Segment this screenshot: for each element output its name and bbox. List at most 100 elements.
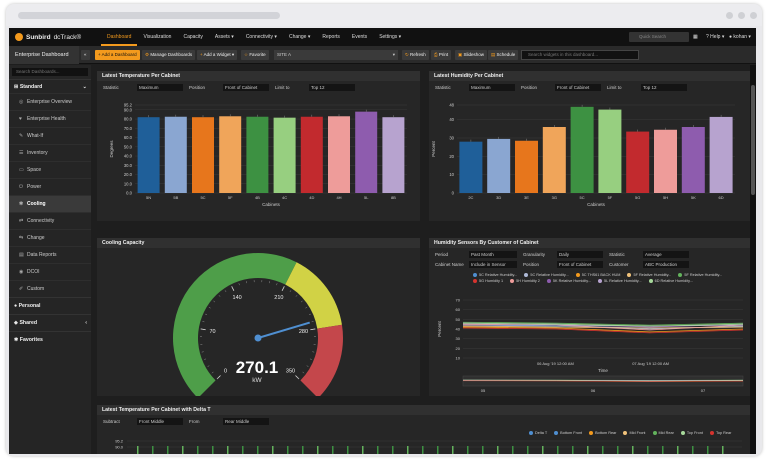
y-tick-label: 10.0	[124, 181, 133, 186]
nav-item-1[interactable]: Visualization	[143, 34, 172, 40]
help-menu[interactable]: ? Help ▾	[706, 28, 724, 46]
sidebar-section-favorites[interactable]: ✱ Favorites	[9, 331, 91, 348]
bar	[182, 446, 184, 454]
nav-item-7[interactable]: Events	[351, 34, 368, 40]
nav-item-3[interactable]: Assets ▾	[214, 34, 234, 40]
bar	[602, 446, 604, 454]
sidebar-item-dcoi[interactable]: ◉ DCOI	[9, 263, 91, 280]
window-dot[interactable]	[738, 12, 745, 19]
gauge-minor-tick	[202, 321, 205, 323]
refresh-button[interactable]: ↻ Refresh	[402, 50, 429, 60]
y-axis-label: Degrees	[109, 140, 114, 158]
legend-item[interactable]: 5F Relative Humidity...	[678, 272, 722, 278]
sidebar-section-personal[interactable]: ● Personal	[9, 297, 91, 314]
add-widget-button[interactable]: + Add a Widget ▾	[197, 50, 238, 60]
scrollbar-thumb[interactable]	[751, 85, 755, 195]
legend-item[interactable]: Bottom Rear	[589, 430, 616, 436]
delta-legend: Delta T Bottom Front Bottom Rear Mid Front M…	[529, 430, 749, 436]
humidity-panel: Latest Humidity Per Cabinet Statistic Ma…	[429, 71, 750, 221]
nav-item-2[interactable]: Capacity	[183, 34, 203, 40]
nav-item-8[interactable]: Settings ▾	[379, 34, 402, 40]
y-tick-label: 70	[456, 298, 461, 303]
window-dot[interactable]	[726, 12, 733, 19]
sidebar-item-label: What-If	[27, 133, 44, 139]
sidebar-item-connectivity[interactable]: ⇄ Connectivity	[9, 212, 91, 229]
print-button[interactable]: ⎙ Print	[431, 50, 452, 60]
dashboard-search-input[interactable]: Search Dashboards...	[12, 68, 88, 76]
favorite-button[interactable]: ☆ Favorite	[241, 50, 269, 60]
sidebar-item-data-reports[interactable]: ▤ Data Reports	[9, 246, 91, 263]
quick-search-input[interactable]: Quick Search	[629, 32, 689, 42]
series-line	[462, 323, 744, 331]
bar	[598, 109, 622, 193]
refresh-icon: ↻	[405, 52, 409, 57]
section-label: Shared	[19, 320, 38, 326]
legend-item[interactable]: Mid Rear	[652, 430, 674, 436]
sidebar-group-standard[interactable]: ⊞ Standard ⌄	[9, 79, 91, 93]
sidebar-item-what-if[interactable]: ✎ What-If	[9, 127, 91, 144]
sidebar-item-icon: ▭	[19, 167, 24, 173]
slideshow-button[interactable]: ▣ Slideshow	[455, 50, 488, 60]
chevron-down-icon: ⌄	[82, 84, 87, 90]
add-dashboard-button[interactable]: + Add a Dashboard	[95, 50, 140, 60]
legend-item[interactable]: Mid Front	[623, 430, 646, 436]
x-tick-label: 5F	[228, 195, 233, 200]
panel-title: Latest Humidity Per Cabinet	[429, 71, 750, 81]
address-bar[interactable]	[18, 12, 280, 19]
nav-item-4[interactable]: Connectivity ▾	[245, 34, 277, 40]
position-label: Position	[189, 85, 206, 90]
manage-dashboards-button[interactable]: ⚙ Manage Dashboards	[142, 50, 196, 60]
user-menu[interactable]: ● kohan ▾	[729, 28, 751, 46]
sidebar-item-space[interactable]: ▭ Space	[9, 161, 91, 178]
nav-item-6[interactable]: Reports	[322, 34, 340, 40]
gauge-minor-tick	[205, 313, 208, 316]
legend-label: Bottom Front	[560, 431, 583, 435]
sidebar-item-power[interactable]: ⏻ Power	[9, 178, 91, 195]
nav-item-5[interactable]: Change ▾	[288, 34, 311, 40]
legend-item[interactable]: 5C Relative Humidity...	[473, 272, 517, 278]
nav-item-0[interactable]: Dashboard	[101, 28, 138, 46]
schedule-button[interactable]: ▤ Schedule	[488, 50, 519, 60]
sidebar-item-inventory[interactable]: ☰ Inventory	[9, 144, 91, 161]
gauge-band	[285, 262, 342, 329]
site-select[interactable]: SITE A ▾	[274, 50, 398, 60]
calendar-icon[interactable]: ▦	[693, 34, 698, 40]
x-tick-label: 4H	[336, 195, 341, 200]
window-dot[interactable]	[750, 12, 757, 19]
sunbird-logo-icon	[15, 33, 23, 41]
legend-swatch	[473, 273, 477, 277]
sidebar-item-change[interactable]: ⇆ Change	[9, 229, 91, 246]
widget-search-input[interactable]: Search widgets in this dashboard...	[521, 50, 639, 60]
x-tick-label: 4D	[309, 195, 314, 200]
gauge-tick-label: 350	[286, 369, 295, 375]
sidebar-item-custom[interactable]: ✐ Custom	[9, 280, 91, 297]
sidebar-item-enterprise-overview[interactable]: ◎ Enterprise Overview	[9, 93, 91, 110]
bar	[587, 446, 589, 454]
legend-label: 5C Relative Humidity...	[530, 273, 569, 277]
y-tick-label: 48	[449, 103, 454, 108]
bar	[692, 446, 694, 454]
x-tick-label: 6D	[719, 195, 724, 200]
sidebar-item-cooling[interactable]: ✱ Cooling	[9, 195, 91, 212]
legend-item[interactable]: Delta T	[529, 430, 547, 436]
legend-item[interactable]: Top Front	[680, 430, 703, 436]
legend-item[interactable]: 6D Relative Humidity...	[648, 278, 693, 284]
legend-item[interactable]: 5F Relative Humidity...	[627, 272, 671, 278]
app-logo[interactable]: Sunbird dcTrack®	[9, 33, 97, 41]
sidebar-item-enterprise-health[interactable]: ♥ Enterprise Health	[9, 110, 91, 127]
legend-item[interactable]: 5L Relative Humidity...	[598, 278, 642, 284]
legend-item[interactable]: Bottom Front	[554, 430, 582, 436]
legend-item[interactable]: 5C THS61 BACK HUM	[575, 272, 620, 278]
sidebar-item-label: Space	[27, 167, 42, 173]
legend-item[interactable]: Top Rear	[709, 430, 731, 436]
legend-item[interactable]: 5K Relative Humidity...	[546, 278, 591, 284]
legend-item[interactable]: 5G Humidity 1	[473, 278, 503, 284]
sidebar-section-shared[interactable]: ◈ Shared ‹	[9, 314, 91, 331]
page-scrollbar[interactable]	[750, 65, 756, 454]
legend-swatch	[575, 273, 580, 277]
legend-item[interactable]: 5C Relative Humidity...	[524, 272, 569, 278]
y-tick-label: 0.0	[126, 191, 132, 196]
temperature-panel: Latest Temperature Per Cabinet Statistic…	[97, 71, 420, 221]
collapse-sidebar-button[interactable]: «	[81, 50, 90, 60]
legend-item[interactable]: 5H Humidity 2	[510, 278, 540, 284]
